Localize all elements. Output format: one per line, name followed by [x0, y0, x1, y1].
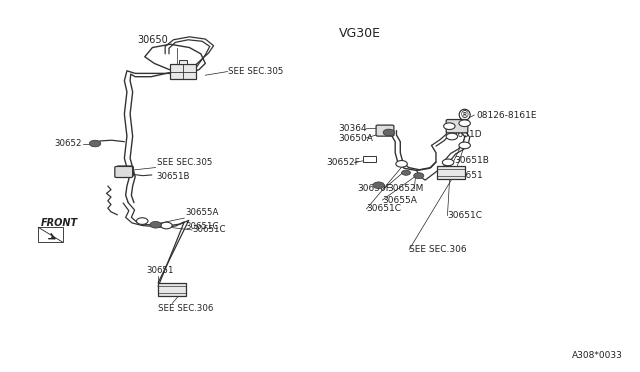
Text: 30651B: 30651B	[157, 172, 190, 181]
Text: 30651C: 30651C	[193, 225, 226, 234]
Circle shape	[459, 120, 470, 126]
Text: 30652: 30652	[55, 139, 83, 148]
FancyBboxPatch shape	[376, 125, 394, 136]
Text: 30364: 30364	[338, 124, 367, 133]
Text: 30651C: 30651C	[367, 204, 401, 214]
Circle shape	[444, 123, 455, 129]
Text: 30650: 30650	[137, 35, 168, 45]
Circle shape	[150, 221, 161, 228]
Text: 30651D: 30651D	[446, 130, 482, 139]
Text: 30652M: 30652M	[388, 185, 424, 193]
Text: 30650F: 30650F	[357, 185, 391, 193]
Circle shape	[373, 182, 385, 189]
Bar	[179, 61, 187, 64]
Text: SEE SEC.306: SEE SEC.306	[158, 304, 214, 313]
Circle shape	[413, 173, 424, 179]
Circle shape	[459, 142, 470, 149]
Circle shape	[442, 159, 454, 166]
Circle shape	[136, 218, 148, 224]
Text: FRONT: FRONT	[41, 218, 78, 228]
Text: 30651B: 30651B	[454, 156, 489, 166]
Circle shape	[161, 222, 172, 229]
Text: 30651C: 30651C	[185, 222, 218, 231]
Circle shape	[396, 161, 407, 167]
Text: 30652F: 30652F	[326, 158, 360, 167]
Text: 08126-8161E: 08126-8161E	[476, 110, 536, 120]
FancyBboxPatch shape	[115, 166, 132, 177]
FancyBboxPatch shape	[446, 119, 468, 133]
Text: SEE SEC.305: SEE SEC.305	[228, 67, 284, 76]
Text: ®: ®	[460, 110, 470, 120]
Circle shape	[383, 129, 394, 136]
Text: 30651C: 30651C	[447, 211, 483, 220]
Bar	[38, 227, 63, 242]
Text: 30655A: 30655A	[185, 208, 218, 217]
Text: 30655A: 30655A	[383, 196, 417, 205]
Text: VG30E: VG30E	[339, 27, 381, 40]
Text: 30651: 30651	[147, 266, 174, 275]
Text: SEE SEC.306: SEE SEC.306	[409, 245, 467, 254]
Bar	[170, 64, 196, 79]
Circle shape	[401, 170, 410, 175]
FancyBboxPatch shape	[116, 166, 133, 176]
Bar	[436, 166, 465, 179]
Text: 30650A: 30650A	[338, 134, 372, 142]
Circle shape	[90, 140, 100, 147]
Text: A308*0033: A308*0033	[572, 351, 623, 360]
Text: SEE SEC.305: SEE SEC.305	[157, 158, 212, 167]
Text: 30651: 30651	[454, 171, 483, 180]
Circle shape	[446, 133, 458, 140]
Bar	[364, 157, 376, 162]
Bar	[158, 283, 186, 296]
